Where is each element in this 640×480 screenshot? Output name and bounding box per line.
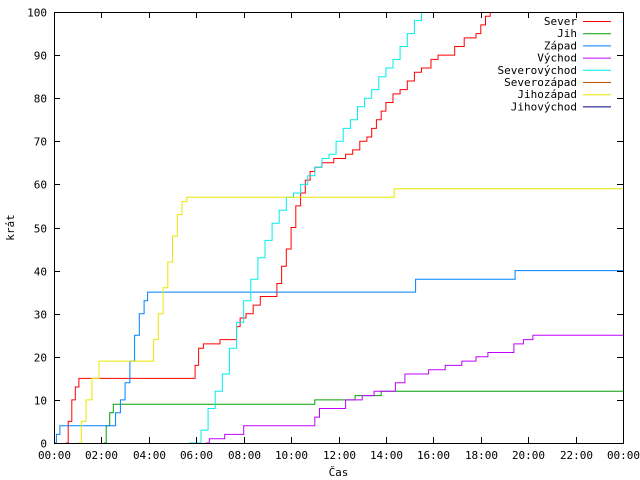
x-tick-label: 02:00 <box>85 449 118 462</box>
y-tick-label: 100 <box>27 7 47 20</box>
series-line-4 <box>189 12 422 443</box>
x-tick-label: 20:00 <box>512 449 545 462</box>
x-axis: 00:00 02:00 04:00 06:00 08:00 10:00 12:00 14:00… <box>38 12 640 462</box>
y-tick-label: 0 <box>40 438 47 451</box>
x-axis-title: Čas <box>329 466 349 479</box>
y-tick-label: 40 <box>34 266 47 279</box>
legend-label: Jihovýchod <box>511 100 577 113</box>
y-tick-label: 60 <box>34 179 47 192</box>
legend: SeverJihZápadVýchodSeverovýchodSeverozáp… <box>498 15 611 113</box>
legend-label: Jih <box>557 27 577 40</box>
legend-label: Severovýchod <box>498 64 577 77</box>
x-tick-label: 06:00 <box>180 449 213 462</box>
legend-label: Severozápad <box>504 76 577 89</box>
y-tick-label: 10 <box>34 395 47 408</box>
y-tick-label: 80 <box>34 93 47 106</box>
series-line-6 <box>77 188 623 443</box>
y-tick-label: 50 <box>34 223 47 236</box>
series-line-3 <box>205 334 623 443</box>
y-tick-label: 30 <box>34 309 47 322</box>
x-tick-label: 04:00 <box>133 449 166 462</box>
x-tick-label: 14:00 <box>370 449 403 462</box>
y-axis: 0 10 20 30 40 50 60 70 80 90 100 <box>27 7 623 451</box>
legend-label: Východ <box>537 52 577 65</box>
legend-label: Západ <box>544 39 577 52</box>
x-tick-label: 18:00 <box>465 449 498 462</box>
x-tick-label: 12:00 <box>323 449 356 462</box>
x-tick-label: 22:00 <box>560 449 593 462</box>
x-tick-label: 16:00 <box>417 449 450 462</box>
y-tick-label: 20 <box>34 352 47 365</box>
series-line-1 <box>103 390 623 443</box>
x-tick-label: 00:00 <box>607 449 640 462</box>
series-line-2 <box>54 270 623 443</box>
x-tick-label: 08:00 <box>228 449 261 462</box>
y-tick-label: 70 <box>34 136 47 149</box>
y-axis-title: krát <box>4 214 17 241</box>
series-group <box>54 12 623 443</box>
x-tick-label: 00:00 <box>38 449 71 462</box>
legend-label: Jihozápad <box>517 88 577 101</box>
y-tick-label: 90 <box>34 50 47 63</box>
legend-label: Sever <box>544 15 577 28</box>
x-tick-label: 10:00 <box>275 449 308 462</box>
